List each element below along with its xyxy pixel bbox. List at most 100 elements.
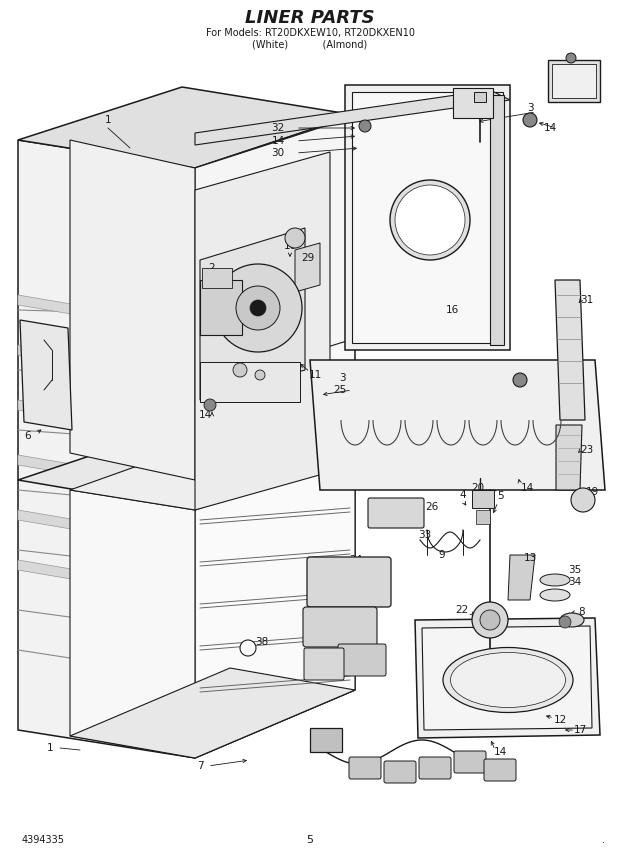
Bar xyxy=(548,60,600,102)
Text: For Models: RT20DKXEW10, RT20DKXEN10: For Models: RT20DKXEW10, RT20DKXEN10 xyxy=(205,28,415,38)
Text: 14: 14 xyxy=(272,136,285,146)
Polygon shape xyxy=(200,228,305,400)
Polygon shape xyxy=(422,626,592,730)
Polygon shape xyxy=(18,345,195,385)
Bar xyxy=(453,88,493,118)
FancyBboxPatch shape xyxy=(338,644,386,676)
Polygon shape xyxy=(508,555,535,600)
Polygon shape xyxy=(195,455,355,758)
Ellipse shape xyxy=(540,574,570,586)
Polygon shape xyxy=(18,455,195,495)
FancyBboxPatch shape xyxy=(484,759,516,781)
Text: 36: 36 xyxy=(352,643,365,653)
Text: 9: 9 xyxy=(439,550,445,560)
Circle shape xyxy=(571,488,595,512)
Text: 30: 30 xyxy=(272,148,285,158)
Polygon shape xyxy=(18,87,355,168)
Text: 17: 17 xyxy=(574,725,587,735)
Text: 35: 35 xyxy=(569,565,582,575)
FancyBboxPatch shape xyxy=(304,648,344,680)
Bar xyxy=(310,728,342,752)
Bar xyxy=(474,92,486,102)
Circle shape xyxy=(395,185,465,255)
Polygon shape xyxy=(415,618,600,738)
Text: .: . xyxy=(602,835,605,845)
Bar xyxy=(490,95,504,345)
Polygon shape xyxy=(345,85,510,350)
Circle shape xyxy=(513,373,527,387)
Polygon shape xyxy=(70,140,195,480)
Text: 14: 14 xyxy=(198,410,211,420)
Polygon shape xyxy=(18,295,195,335)
Text: 12: 12 xyxy=(554,715,567,725)
Bar xyxy=(552,64,596,98)
Polygon shape xyxy=(70,668,355,758)
Circle shape xyxy=(359,120,371,132)
Circle shape xyxy=(285,228,305,248)
Bar xyxy=(200,362,300,402)
Text: 18: 18 xyxy=(311,652,325,662)
FancyBboxPatch shape xyxy=(307,557,391,607)
Text: 22: 22 xyxy=(455,605,469,615)
Circle shape xyxy=(36,332,52,348)
Text: 26: 26 xyxy=(425,502,438,512)
FancyBboxPatch shape xyxy=(384,761,416,783)
Text: 19: 19 xyxy=(585,487,599,497)
Circle shape xyxy=(204,399,216,411)
Text: 20: 20 xyxy=(471,483,485,493)
Text: 11: 11 xyxy=(308,370,322,380)
Ellipse shape xyxy=(560,613,584,627)
Text: (White)           (Almond): (White) (Almond) xyxy=(252,39,368,49)
Text: 14: 14 xyxy=(520,483,534,493)
Polygon shape xyxy=(556,425,582,490)
Text: 14: 14 xyxy=(543,123,557,133)
Polygon shape xyxy=(18,560,195,600)
Polygon shape xyxy=(20,320,72,430)
Polygon shape xyxy=(70,490,195,758)
Text: 16: 16 xyxy=(445,305,459,315)
FancyBboxPatch shape xyxy=(349,757,381,779)
Circle shape xyxy=(240,640,256,656)
FancyBboxPatch shape xyxy=(454,751,486,773)
Text: 2: 2 xyxy=(209,263,215,273)
Text: 1: 1 xyxy=(46,743,53,753)
Polygon shape xyxy=(18,510,195,550)
Polygon shape xyxy=(555,280,585,420)
Text: 24: 24 xyxy=(350,555,363,565)
Circle shape xyxy=(250,300,266,316)
Polygon shape xyxy=(18,425,355,510)
Text: 38: 38 xyxy=(255,637,268,647)
Circle shape xyxy=(255,370,265,380)
Polygon shape xyxy=(195,118,350,388)
Polygon shape xyxy=(195,115,355,758)
Text: 25: 25 xyxy=(334,385,347,395)
Bar xyxy=(200,280,242,335)
Polygon shape xyxy=(18,140,195,758)
Text: 1: 1 xyxy=(105,115,112,125)
Circle shape xyxy=(472,602,508,638)
Bar xyxy=(202,268,232,288)
Polygon shape xyxy=(195,152,330,510)
Text: 6: 6 xyxy=(25,431,32,441)
Circle shape xyxy=(559,616,571,628)
Polygon shape xyxy=(195,90,510,145)
Bar xyxy=(476,510,490,524)
Ellipse shape xyxy=(540,589,570,601)
FancyBboxPatch shape xyxy=(368,498,424,528)
Text: 3: 3 xyxy=(339,373,345,383)
Text: 15: 15 xyxy=(244,380,257,390)
Text: 32: 32 xyxy=(272,123,285,133)
Bar xyxy=(472,490,494,508)
Text: 4394335: 4394335 xyxy=(22,835,65,845)
Text: 4: 4 xyxy=(459,490,466,500)
Text: 14: 14 xyxy=(494,747,507,757)
Circle shape xyxy=(390,180,470,260)
FancyBboxPatch shape xyxy=(419,757,451,779)
Text: 31: 31 xyxy=(580,295,593,305)
Circle shape xyxy=(523,113,537,127)
Text: LINER PARTS: LINER PARTS xyxy=(245,9,375,27)
Text: 8: 8 xyxy=(578,607,585,617)
Ellipse shape xyxy=(451,652,565,708)
Text: 21: 21 xyxy=(311,605,325,615)
Polygon shape xyxy=(18,400,195,440)
